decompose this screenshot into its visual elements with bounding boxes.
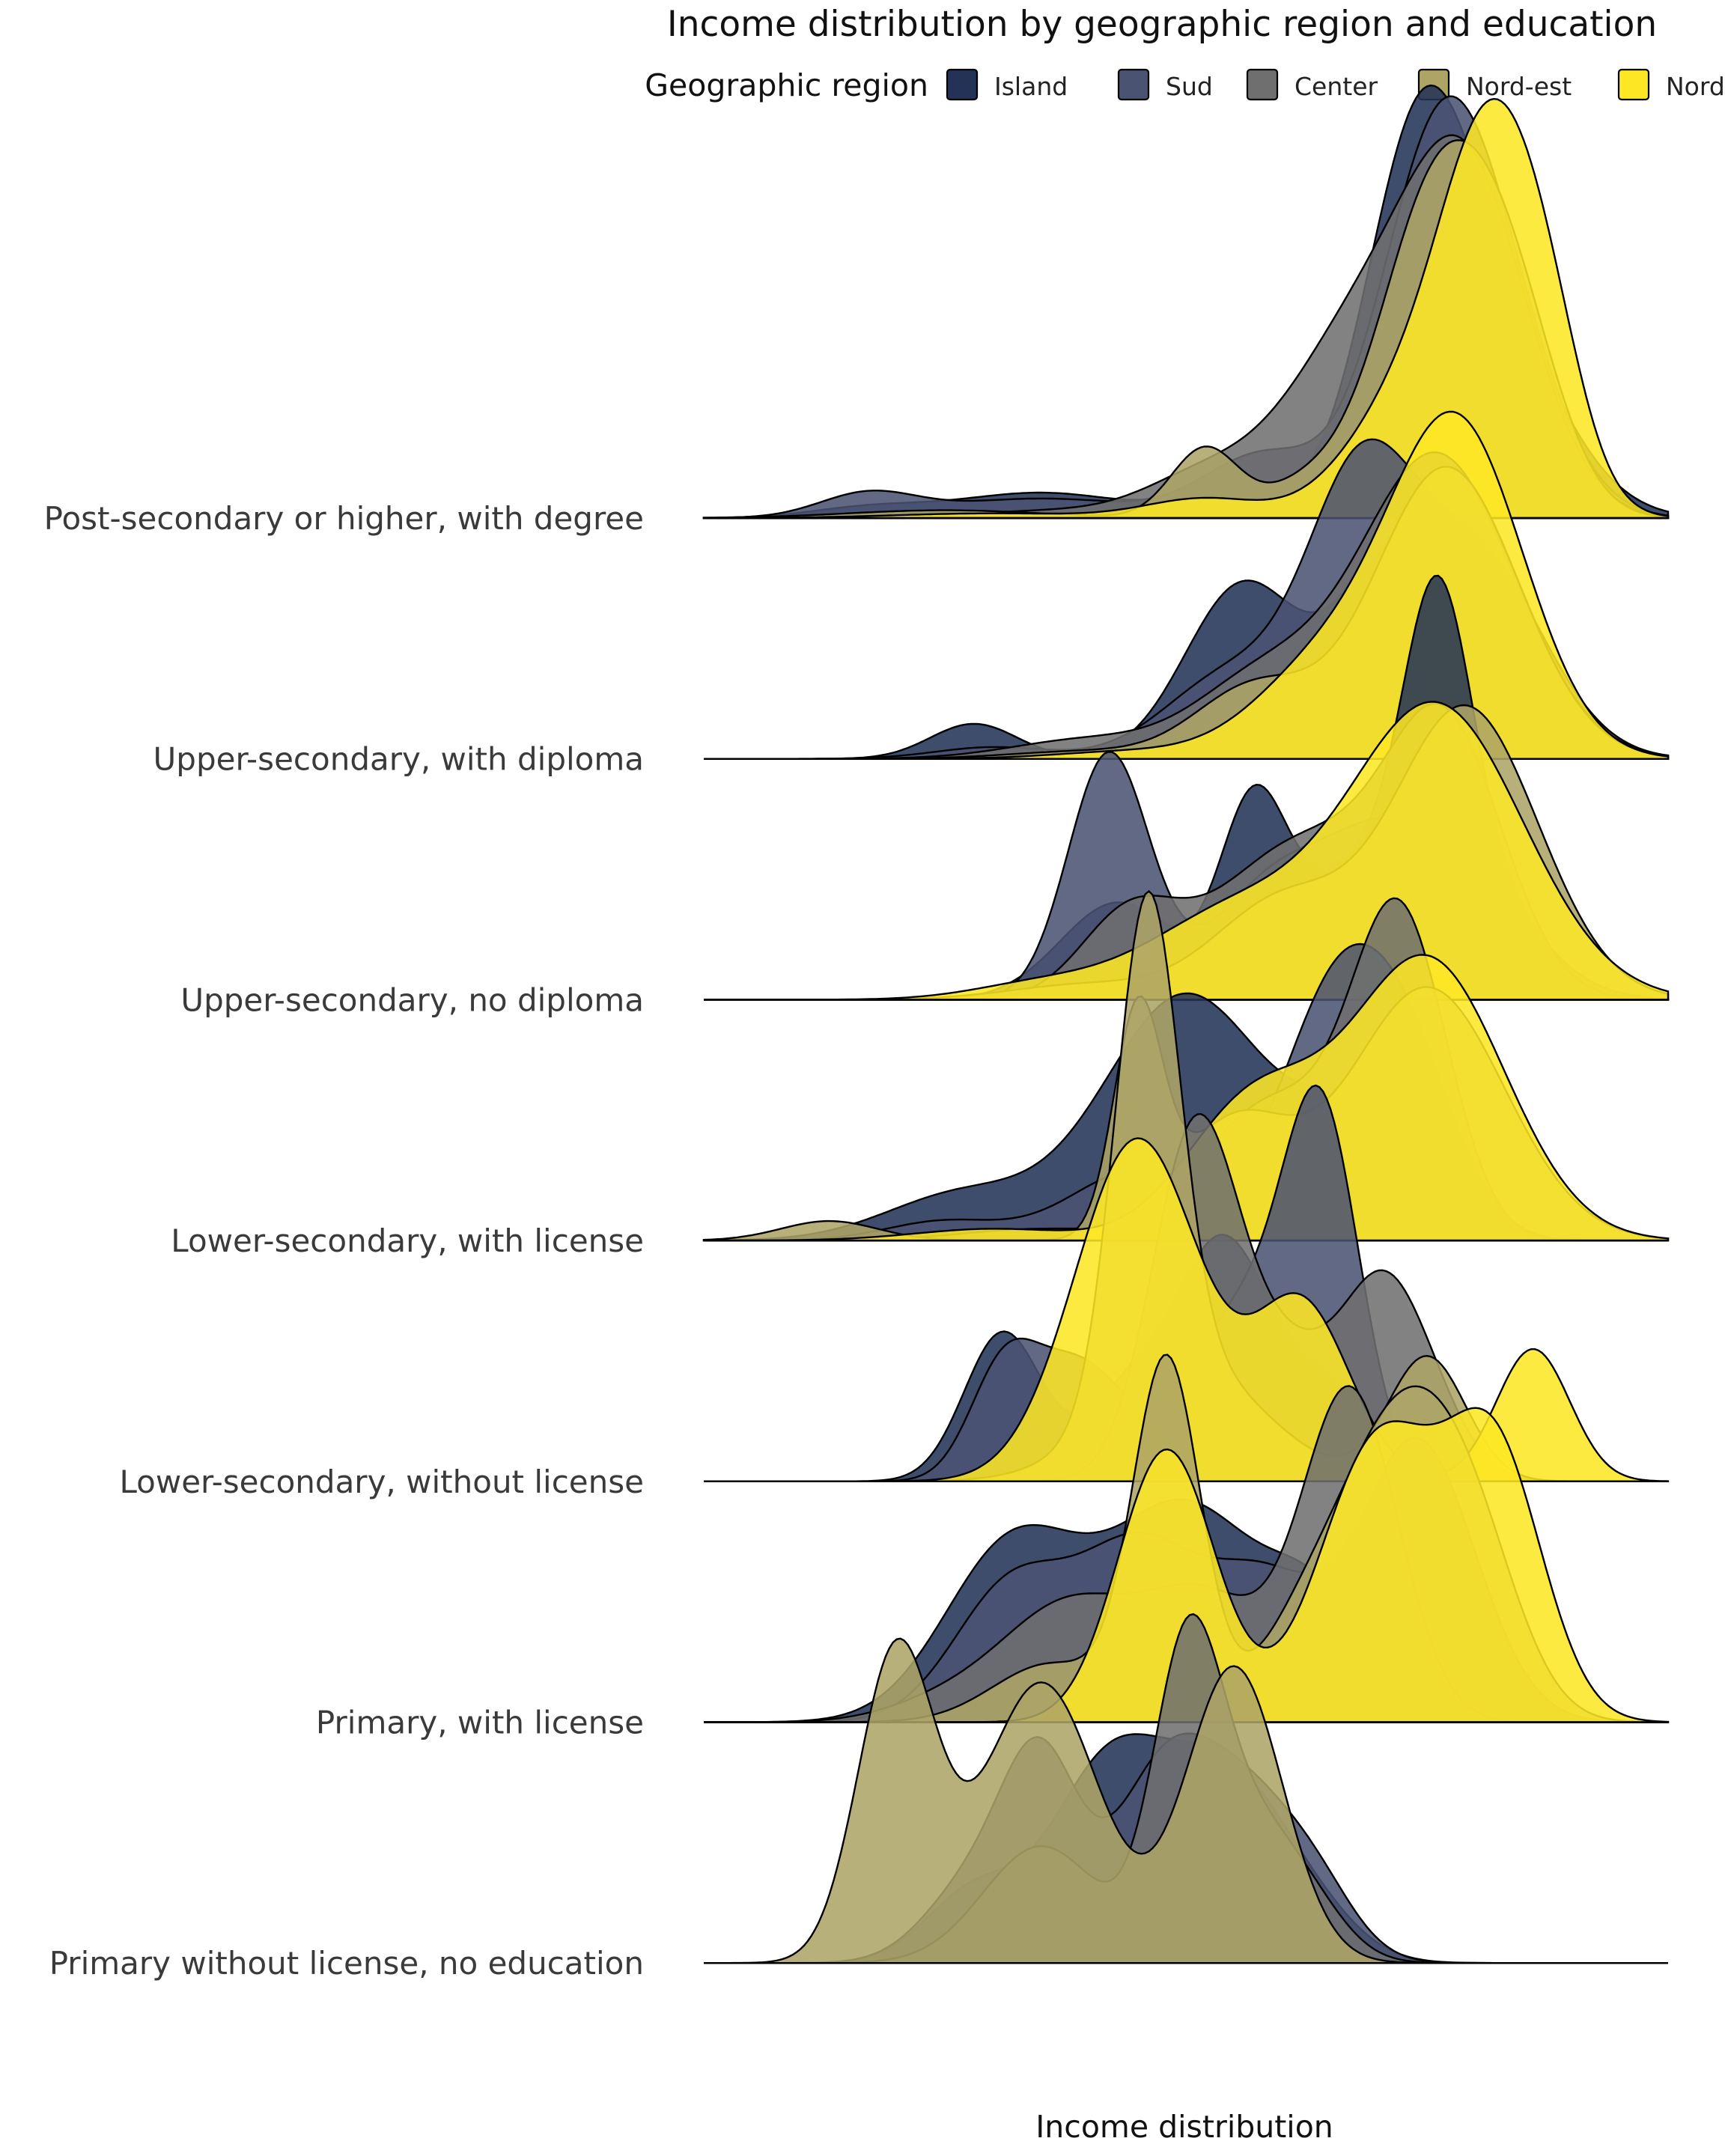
category-label: Lower-secondary, without license — [120, 1464, 645, 1500]
legend-swatch — [1617, 68, 1650, 101]
legend-label: Center — [1294, 72, 1378, 101]
category-label: Primary, with license — [316, 1705, 644, 1741]
ridge-row — [704, 574, 1670, 1001]
category-label: Post-secondary or higher, with degree — [44, 500, 644, 537]
legend-label: Sud — [1166, 72, 1213, 101]
category-label: Primary without license, no education — [49, 1945, 644, 1982]
ridge-row — [704, 1353, 1670, 1723]
category-label: Upper-secondary, with diploma — [153, 741, 644, 778]
chart-title: Income distribution by geographic region… — [667, 4, 1657, 45]
ridge-nord-ovest — [702, 97, 1670, 520]
legend-title: Geographic region — [645, 67, 928, 103]
legend-label: Nord-est — [1466, 72, 1572, 101]
ridge-row — [702, 84, 1670, 520]
category-labels: Primary without license, no education Pri… — [44, 500, 644, 1982]
ridge-row — [704, 1613, 1668, 1964]
ridge-row — [702, 897, 1670, 1242]
x-axis-title: Income distribution — [1035, 2109, 1333, 2145]
legend-label: Island — [994, 72, 1068, 101]
plot-area — [702, 84, 1670, 1964]
legend-item-island: Island — [946, 68, 1068, 101]
legend-label: Nord-ovest — [1666, 72, 1725, 101]
legend-swatch — [1246, 68, 1279, 101]
category-label: Lower-secondary, with license — [171, 1222, 644, 1259]
category-label: Upper-secondary, no diploma — [180, 981, 644, 1018]
legend: Geographic region Island Sud Center Nord-es… — [645, 67, 1725, 103]
legend-item-nord-ovest: Nord-ovest — [1617, 68, 1725, 101]
legend-item-center: Center — [1246, 68, 1378, 101]
legend-item-sud: Sud — [1117, 68, 1213, 101]
legend-swatch — [946, 68, 979, 101]
legend-swatch — [1117, 68, 1150, 101]
